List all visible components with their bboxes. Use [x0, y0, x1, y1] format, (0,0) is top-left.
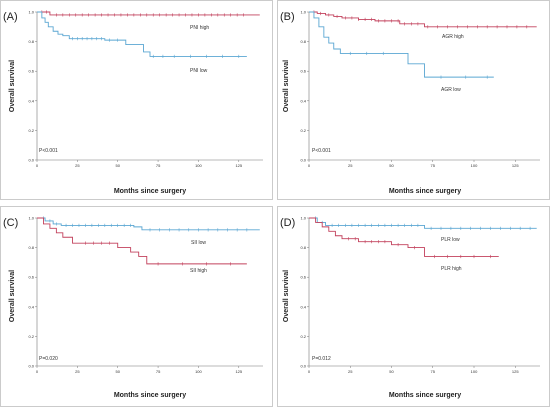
x-tick-label: 0	[36, 163, 39, 168]
y-tick-label: 0.0	[300, 158, 306, 163]
y-tick-label: 1.0	[300, 10, 306, 15]
x-tick-label: 25	[75, 163, 80, 168]
panel-frame	[277, 206, 550, 407]
y-axis-title: Overall survival	[283, 270, 290, 322]
series-line-plr-low	[309, 217, 537, 229]
p-value-annotation: P=0.020	[39, 356, 58, 362]
panel-frame	[0, 0, 273, 200]
series-sii-low: SII low	[37, 216, 260, 246]
x-tick-label: 50	[115, 369, 120, 374]
p-value-annotation: P<0.001	[39, 148, 58, 154]
series-pni-low: PNI low	[37, 11, 247, 74]
x-tick-label: 25	[348, 369, 353, 374]
panel-letter: (D)	[280, 217, 295, 229]
series-agr-low: AGR low	[309, 11, 494, 93]
x-tick-label: 100	[471, 163, 478, 168]
x-tick-label: 25	[75, 369, 80, 374]
y-tick-label: 0.2	[300, 334, 306, 339]
panel-a: (A) 0 25 50 75 100 125 0.0 0.2 0.4 0.6 0.8 1.0 Months…	[0, 0, 273, 200]
y-tick-label: 0.6	[300, 275, 306, 280]
y-tick-label: 1.0	[300, 216, 306, 221]
y-axis-title: Overall survival	[283, 60, 290, 112]
y-tick-label: 0.2	[300, 128, 306, 133]
y-tick-label: 1.0	[28, 10, 34, 15]
series-pni-high: PNI high	[37, 10, 260, 31]
series-label-pni-high: PNI high	[190, 25, 209, 31]
x-axis-title: Months since surgery	[114, 392, 186, 399]
x-tick-label: 50	[115, 163, 120, 168]
x-tick-label: 125	[235, 369, 242, 374]
x-tick-label: 100	[195, 369, 202, 374]
x-tick-label: 50	[389, 163, 394, 168]
x-tick-label: 75	[431, 163, 436, 168]
x-tick-label: 125	[235, 163, 242, 168]
x-tick-label: 0	[308, 369, 311, 374]
y-tick-label: 0.2	[28, 128, 34, 133]
series-line-pni-high	[37, 11, 260, 16]
y-axis-title: Overall survival	[9, 270, 16, 322]
x-tick-label: 25	[348, 163, 353, 168]
y-tick-label: 0.8	[28, 245, 34, 250]
panel-b: (B) 0 25 50 75 100 125 0.0 0.2 0.4 0.6 0.8 1.0 Months…	[277, 0, 550, 200]
y-tick-label: 0.0	[300, 364, 306, 369]
y-tick-label: 1.0	[28, 216, 34, 221]
x-axis-title: Months since surgery	[114, 188, 186, 195]
x-axis-title: Months since surgery	[389, 188, 461, 195]
panel-frame	[0, 206, 273, 407]
panel-letter: (C)	[3, 217, 18, 229]
y-tick-label: 0.6	[300, 69, 306, 74]
panel-letter: (A)	[3, 11, 18, 23]
y-tick-label: 0.4	[300, 304, 306, 309]
series-label-plr-high: PLR high	[441, 266, 462, 272]
series-label-sii-high: SII high	[190, 268, 207, 274]
x-tick-label: 125	[512, 163, 519, 168]
y-tick-label: 0.6	[28, 275, 34, 280]
series-line-plr-high	[309, 217, 499, 257]
y-tick-label: 0.4	[300, 98, 306, 103]
series-label-agr-high: AGR high	[442, 34, 464, 40]
y-tick-label: 0.4	[28, 304, 34, 309]
series-line-pni-low	[37, 11, 247, 57]
y-tick-label: 0.8	[300, 245, 306, 250]
x-tick-label: 0	[36, 369, 39, 374]
panel-letter: (B)	[280, 11, 295, 23]
y-axis-title: Overall survival	[9, 60, 16, 112]
series-line-sii-high	[37, 217, 247, 265]
x-tick-label: 0	[308, 163, 311, 168]
y-tick-label: 0.8	[300, 39, 306, 44]
p-value-annotation: P=0.012	[312, 356, 331, 362]
series-agr-high: AGR high	[309, 10, 537, 40]
panel-d: (D) 0 25 50 75 100 125 0.0 0.2 0.4 0.6 0.8 1.0 Months…	[277, 206, 550, 407]
y-tick-label: 0.2	[28, 334, 34, 339]
series-line-sii-low	[37, 217, 260, 231]
x-tick-label: 125	[512, 369, 519, 374]
series-label-sii-low: SII low	[191, 240, 206, 246]
y-tick-label: 0.6	[28, 69, 34, 74]
panel-frame	[277, 0, 550, 200]
x-tick-label: 75	[431, 369, 436, 374]
y-tick-label: 0.0	[28, 158, 34, 163]
series-sii-high: SII high	[37, 217, 247, 274]
series-label-pni-low: PNI low	[190, 68, 208, 74]
x-tick-label: 75	[156, 369, 161, 374]
series-line-agr-low	[309, 11, 494, 78]
x-axis-title: Months since surgery	[389, 392, 461, 399]
series-plr-high: PLR high	[309, 217, 499, 272]
x-tick-label: 50	[389, 369, 394, 374]
series-line-agr-high	[309, 11, 537, 28]
x-tick-label: 100	[195, 163, 202, 168]
p-value-annotation: P<0.001	[312, 148, 331, 154]
series-label-plr-low: PLR low	[441, 237, 460, 243]
x-tick-label: 100	[471, 369, 478, 374]
series-label-agr-low: AGR low	[441, 87, 461, 93]
x-tick-label: 75	[156, 163, 161, 168]
y-tick-label: 0.8	[28, 39, 34, 44]
y-tick-label: 0.4	[28, 98, 34, 103]
y-tick-label: 0.0	[28, 364, 34, 369]
panel-c: (C) 0 25 50 75 100 125 0.0 0.2 0.4 0.6 0.8 1.0 Months…	[0, 206, 273, 407]
